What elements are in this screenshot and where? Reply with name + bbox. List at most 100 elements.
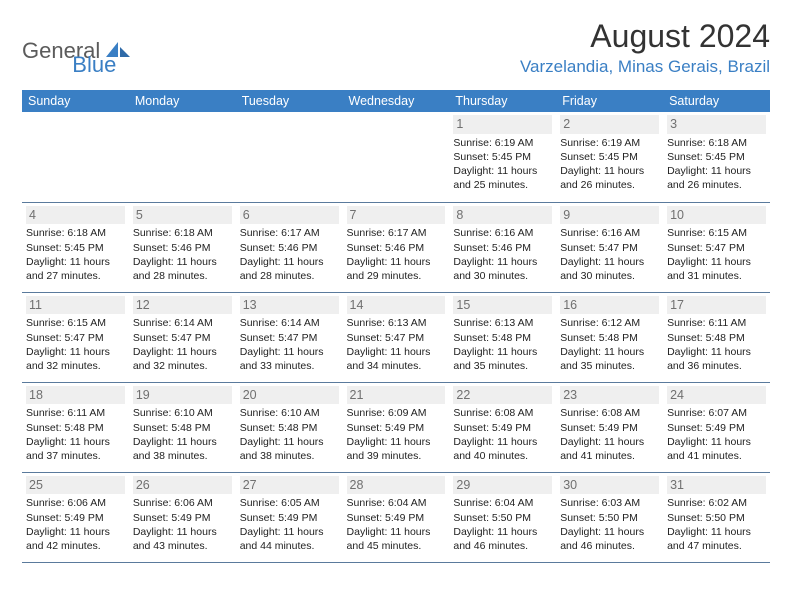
sunrise-text: Sunrise: 6:07 AM xyxy=(667,406,766,420)
calendar-day-cell: 2Sunrise: 6:19 AMSunset: 5:45 PMDaylight… xyxy=(556,112,663,202)
sunrise-text: Sunrise: 6:02 AM xyxy=(667,496,766,510)
day-number: 3 xyxy=(667,115,766,134)
daylight-text: Daylight: 11 hours and 39 minutes. xyxy=(347,435,446,463)
day-number: 11 xyxy=(26,296,125,315)
sunset-text: Sunset: 5:48 PM xyxy=(240,421,339,435)
calendar-day-cell: 8Sunrise: 6:16 AMSunset: 5:46 PMDaylight… xyxy=(449,202,556,292)
sunset-text: Sunset: 5:49 PM xyxy=(453,421,552,435)
day-info: Sunrise: 6:11 AMSunset: 5:48 PMDaylight:… xyxy=(667,316,766,373)
sunrise-text: Sunrise: 6:19 AM xyxy=(453,136,552,150)
day-info: Sunrise: 6:08 AMSunset: 5:49 PMDaylight:… xyxy=(560,406,659,463)
day-number: 26 xyxy=(133,476,232,495)
daylight-text: Daylight: 11 hours and 29 minutes. xyxy=(347,255,446,283)
calendar-day-cell: 18Sunrise: 6:11 AMSunset: 5:48 PMDayligh… xyxy=(22,382,129,472)
day-number: 10 xyxy=(667,206,766,225)
day-number: 6 xyxy=(240,206,339,225)
day-info: Sunrise: 6:15 AMSunset: 5:47 PMDaylight:… xyxy=(667,226,766,283)
sunset-text: Sunset: 5:48 PM xyxy=(453,331,552,345)
daylight-text: Daylight: 11 hours and 41 minutes. xyxy=(560,435,659,463)
day-info: Sunrise: 6:19 AMSunset: 5:45 PMDaylight:… xyxy=(453,136,552,193)
day-number: 12 xyxy=(133,296,232,315)
sunrise-text: Sunrise: 6:04 AM xyxy=(347,496,446,510)
day-number: 31 xyxy=(667,476,766,495)
day-info: Sunrise: 6:13 AMSunset: 5:48 PMDaylight:… xyxy=(453,316,552,373)
sunset-text: Sunset: 5:47 PM xyxy=(240,331,339,345)
calendar-day-cell: 24Sunrise: 6:07 AMSunset: 5:49 PMDayligh… xyxy=(663,382,770,472)
day-number: 2 xyxy=(560,115,659,134)
sunset-text: Sunset: 5:47 PM xyxy=(667,241,766,255)
sunset-text: Sunset: 5:45 PM xyxy=(453,150,552,164)
day-info: Sunrise: 6:06 AMSunset: 5:49 PMDaylight:… xyxy=(26,496,125,553)
calendar-week-row: 25Sunrise: 6:06 AMSunset: 5:49 PMDayligh… xyxy=(22,472,770,562)
sunset-text: Sunset: 5:47 PM xyxy=(560,241,659,255)
calendar-day-cell: 31Sunrise: 6:02 AMSunset: 5:50 PMDayligh… xyxy=(663,472,770,562)
calendar-day-cell: 9Sunrise: 6:16 AMSunset: 5:47 PMDaylight… xyxy=(556,202,663,292)
day-number: 18 xyxy=(26,386,125,405)
day-number: 5 xyxy=(133,206,232,225)
day-number: 17 xyxy=(667,296,766,315)
calendar-day-cell xyxy=(129,112,236,202)
day-info: Sunrise: 6:16 AMSunset: 5:47 PMDaylight:… xyxy=(560,226,659,283)
day-info: Sunrise: 6:07 AMSunset: 5:49 PMDaylight:… xyxy=(667,406,766,463)
sunrise-text: Sunrise: 6:14 AM xyxy=(133,316,232,330)
calendar-header-cell: Friday xyxy=(556,90,663,112)
day-number: 24 xyxy=(667,386,766,405)
day-info: Sunrise: 6:16 AMSunset: 5:46 PMDaylight:… xyxy=(453,226,552,283)
calendar-day-cell: 7Sunrise: 6:17 AMSunset: 5:46 PMDaylight… xyxy=(343,202,450,292)
day-number: 8 xyxy=(453,206,552,225)
daylight-text: Daylight: 11 hours and 42 minutes. xyxy=(26,525,125,553)
sunset-text: Sunset: 5:46 PM xyxy=(133,241,232,255)
day-info: Sunrise: 6:10 AMSunset: 5:48 PMDaylight:… xyxy=(240,406,339,463)
day-info: Sunrise: 6:08 AMSunset: 5:49 PMDaylight:… xyxy=(453,406,552,463)
day-info: Sunrise: 6:05 AMSunset: 5:49 PMDaylight:… xyxy=(240,496,339,553)
day-info: Sunrise: 6:09 AMSunset: 5:49 PMDaylight:… xyxy=(347,406,446,463)
calendar-day-cell: 16Sunrise: 6:12 AMSunset: 5:48 PMDayligh… xyxy=(556,292,663,382)
sunrise-text: Sunrise: 6:16 AM xyxy=(560,226,659,240)
sunset-text: Sunset: 5:49 PM xyxy=(667,421,766,435)
day-info: Sunrise: 6:17 AMSunset: 5:46 PMDaylight:… xyxy=(240,226,339,283)
daylight-text: Daylight: 11 hours and 38 minutes. xyxy=(240,435,339,463)
sunrise-text: Sunrise: 6:11 AM xyxy=(667,316,766,330)
sunrise-text: Sunrise: 6:18 AM xyxy=(26,226,125,240)
sunset-text: Sunset: 5:49 PM xyxy=(560,421,659,435)
sunrise-text: Sunrise: 6:19 AM xyxy=(560,136,659,150)
page-header: General Blue August 2024 Varzelandia, Mi… xyxy=(22,18,770,78)
calendar-day-cell: 14Sunrise: 6:13 AMSunset: 5:47 PMDayligh… xyxy=(343,292,450,382)
day-number: 21 xyxy=(347,386,446,405)
day-number: 28 xyxy=(347,476,446,495)
calendar-header-cell: Sunday xyxy=(22,90,129,112)
day-info: Sunrise: 6:14 AMSunset: 5:47 PMDaylight:… xyxy=(133,316,232,373)
day-number: 4 xyxy=(26,206,125,225)
sunset-text: Sunset: 5:49 PM xyxy=(347,421,446,435)
daylight-text: Daylight: 11 hours and 34 minutes. xyxy=(347,345,446,373)
day-number: 7 xyxy=(347,206,446,225)
day-number: 27 xyxy=(240,476,339,495)
sunset-text: Sunset: 5:47 PM xyxy=(26,331,125,345)
daylight-text: Daylight: 11 hours and 36 minutes. xyxy=(667,345,766,373)
day-info: Sunrise: 6:03 AMSunset: 5:50 PMDaylight:… xyxy=(560,496,659,553)
day-number: 20 xyxy=(240,386,339,405)
calendar-header-cell: Wednesday xyxy=(343,90,450,112)
sunset-text: Sunset: 5:50 PM xyxy=(667,511,766,525)
day-info: Sunrise: 6:06 AMSunset: 5:49 PMDaylight:… xyxy=(133,496,232,553)
calendar-week-row: 4Sunrise: 6:18 AMSunset: 5:45 PMDaylight… xyxy=(22,202,770,292)
day-info: Sunrise: 6:15 AMSunset: 5:47 PMDaylight:… xyxy=(26,316,125,373)
calendar-header-cell: Saturday xyxy=(663,90,770,112)
calendar-header-cell: Thursday xyxy=(449,90,556,112)
title-block: August 2024 Varzelandia, Minas Gerais, B… xyxy=(520,18,770,77)
calendar-week-row: 1Sunrise: 6:19 AMSunset: 5:45 PMDaylight… xyxy=(22,112,770,202)
sunrise-text: Sunrise: 6:05 AM xyxy=(240,496,339,510)
calendar-day-cell: 23Sunrise: 6:08 AMSunset: 5:49 PMDayligh… xyxy=(556,382,663,472)
sunset-text: Sunset: 5:48 PM xyxy=(560,331,659,345)
sunset-text: Sunset: 5:49 PM xyxy=(347,511,446,525)
calendar-day-cell: 6Sunrise: 6:17 AMSunset: 5:46 PMDaylight… xyxy=(236,202,343,292)
sunset-text: Sunset: 5:49 PM xyxy=(240,511,339,525)
day-info: Sunrise: 6:02 AMSunset: 5:50 PMDaylight:… xyxy=(667,496,766,553)
sunset-text: Sunset: 5:50 PM xyxy=(453,511,552,525)
sunrise-text: Sunrise: 6:15 AM xyxy=(667,226,766,240)
sunrise-text: Sunrise: 6:16 AM xyxy=(453,226,552,240)
daylight-text: Daylight: 11 hours and 41 minutes. xyxy=(667,435,766,463)
calendar-day-cell xyxy=(343,112,450,202)
sunrise-text: Sunrise: 6:13 AM xyxy=(347,316,446,330)
sunset-text: Sunset: 5:46 PM xyxy=(453,241,552,255)
